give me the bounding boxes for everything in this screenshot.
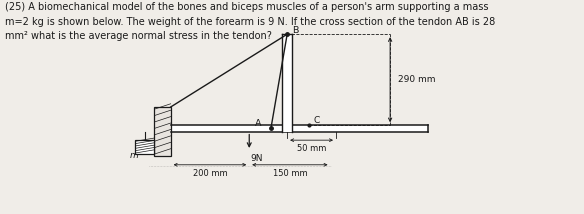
Text: 150 mm: 150 mm xyxy=(273,169,307,178)
Text: m: m xyxy=(130,151,139,160)
Bar xyxy=(282,34,292,132)
Bar xyxy=(171,125,428,132)
Bar xyxy=(154,107,171,156)
Text: 200 mm: 200 mm xyxy=(193,169,228,178)
Text: C: C xyxy=(313,116,319,125)
Text: B: B xyxy=(293,26,299,35)
Text: (25) A biomechanical model of the bones and biceps muscles of a person's arm sup: (25) A biomechanical model of the bones … xyxy=(5,2,496,41)
Text: 290 mm: 290 mm xyxy=(398,75,436,84)
Text: 9N: 9N xyxy=(251,154,263,163)
Text: 50 mm: 50 mm xyxy=(297,144,326,153)
Bar xyxy=(135,140,154,154)
Text: A: A xyxy=(255,119,261,128)
